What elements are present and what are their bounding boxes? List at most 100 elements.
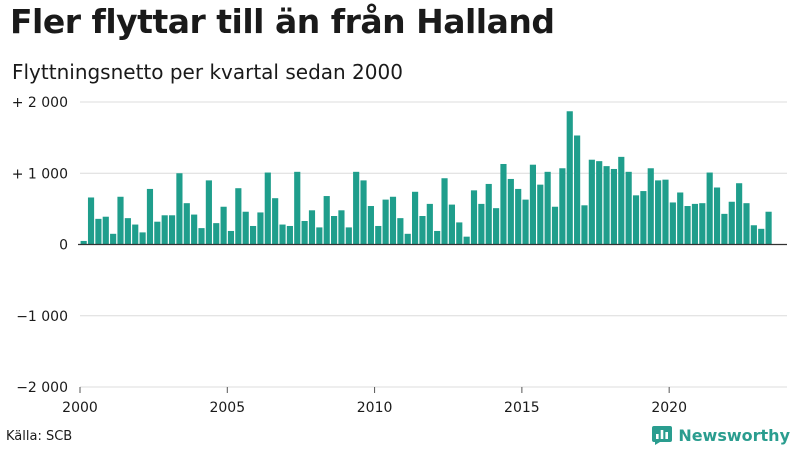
bar (360, 180, 367, 245)
bar (272, 198, 279, 245)
bar (80, 240, 87, 245)
bar (353, 171, 360, 245)
y-axis-labels: + 2 000 + 1 000 0 −1 000 −2 000 (12, 95, 68, 396)
bar (537, 184, 544, 245)
bar (463, 236, 470, 245)
y-tick-label: −1 000 (16, 309, 68, 325)
bar (110, 233, 117, 245)
bar (618, 156, 625, 245)
chart-title: Fler flyttar till än från Halland (10, 2, 555, 41)
bar (515, 188, 522, 245)
bar (161, 215, 168, 245)
bar (551, 206, 559, 245)
bar (581, 205, 588, 245)
bar (132, 224, 139, 245)
newsworthy-logo[interactable]: Newsworthy (651, 424, 790, 446)
bar (559, 168, 566, 245)
y-tick-label: 0 (59, 238, 68, 254)
bar (382, 199, 389, 245)
bar (743, 203, 750, 245)
bar (205, 180, 212, 245)
bar (647, 168, 654, 245)
bar (316, 227, 323, 245)
bar (588, 159, 595, 245)
bar (566, 111, 573, 245)
bar (544, 171, 551, 245)
bar (176, 173, 183, 245)
bar (154, 221, 161, 245)
bar (331, 216, 338, 245)
bar (426, 203, 433, 245)
source-note: Källa: SCB (6, 429, 73, 444)
bar (721, 213, 728, 245)
bar (249, 225, 257, 245)
bar (765, 211, 772, 245)
bar (493, 208, 500, 245)
bar (419, 216, 426, 245)
bar (264, 172, 271, 245)
brand-name: Newsworthy (678, 425, 790, 445)
bar (102, 216, 109, 245)
bar (87, 197, 95, 245)
bar (669, 202, 676, 245)
bar-chart-logo-icon (652, 426, 673, 445)
bar (95, 218, 102, 245)
bar (338, 210, 345, 245)
bar (610, 168, 618, 245)
bar (713, 187, 721, 245)
bar (191, 214, 198, 245)
bar (625, 171, 632, 245)
bar (529, 164, 536, 245)
bar (242, 211, 249, 245)
bar (470, 190, 478, 245)
bar (308, 210, 316, 245)
bar (677, 192, 684, 245)
bar (448, 204, 455, 245)
bar (485, 183, 492, 245)
bar (367, 206, 374, 245)
bar (294, 171, 301, 245)
bar (323, 196, 330, 245)
bar (456, 222, 463, 245)
bar (758, 228, 765, 245)
bar-series (80, 111, 772, 245)
x-tick-label: 2020 (651, 400, 687, 416)
bar (397, 218, 404, 245)
bar (345, 227, 352, 245)
bar (227, 230, 235, 245)
bar (213, 223, 220, 245)
bar (257, 212, 264, 245)
bar (168, 215, 176, 245)
x-tick-label: 2005 (209, 400, 245, 416)
x-tick-label: 2000 (62, 400, 98, 416)
y-tick-label: + 1 000 (12, 166, 68, 182)
bar (750, 225, 757, 245)
bar (146, 188, 154, 245)
y-tick-label: −2 000 (16, 380, 68, 396)
bar (183, 203, 190, 245)
bar (441, 178, 448, 245)
y-tick-label: + 2 000 (12, 95, 68, 111)
bar (220, 206, 227, 245)
bar (279, 224, 286, 245)
bar (596, 161, 603, 245)
bar (507, 178, 514, 245)
x-tick-label: 2015 (504, 400, 540, 416)
bar (662, 179, 669, 245)
bar (286, 225, 293, 245)
bar (434, 230, 441, 245)
x-axis-labels: 2000 2005 2010 2015 2020 (62, 387, 687, 416)
bar (235, 188, 242, 245)
bar (198, 228, 205, 245)
bar (574, 135, 581, 245)
bar (655, 180, 662, 245)
bar (640, 191, 647, 245)
bar (117, 196, 124, 245)
bar (522, 199, 529, 245)
bar (728, 201, 735, 245)
bar (478, 203, 485, 245)
bar (500, 163, 507, 245)
bar (699, 203, 706, 245)
bar (404, 233, 411, 245)
